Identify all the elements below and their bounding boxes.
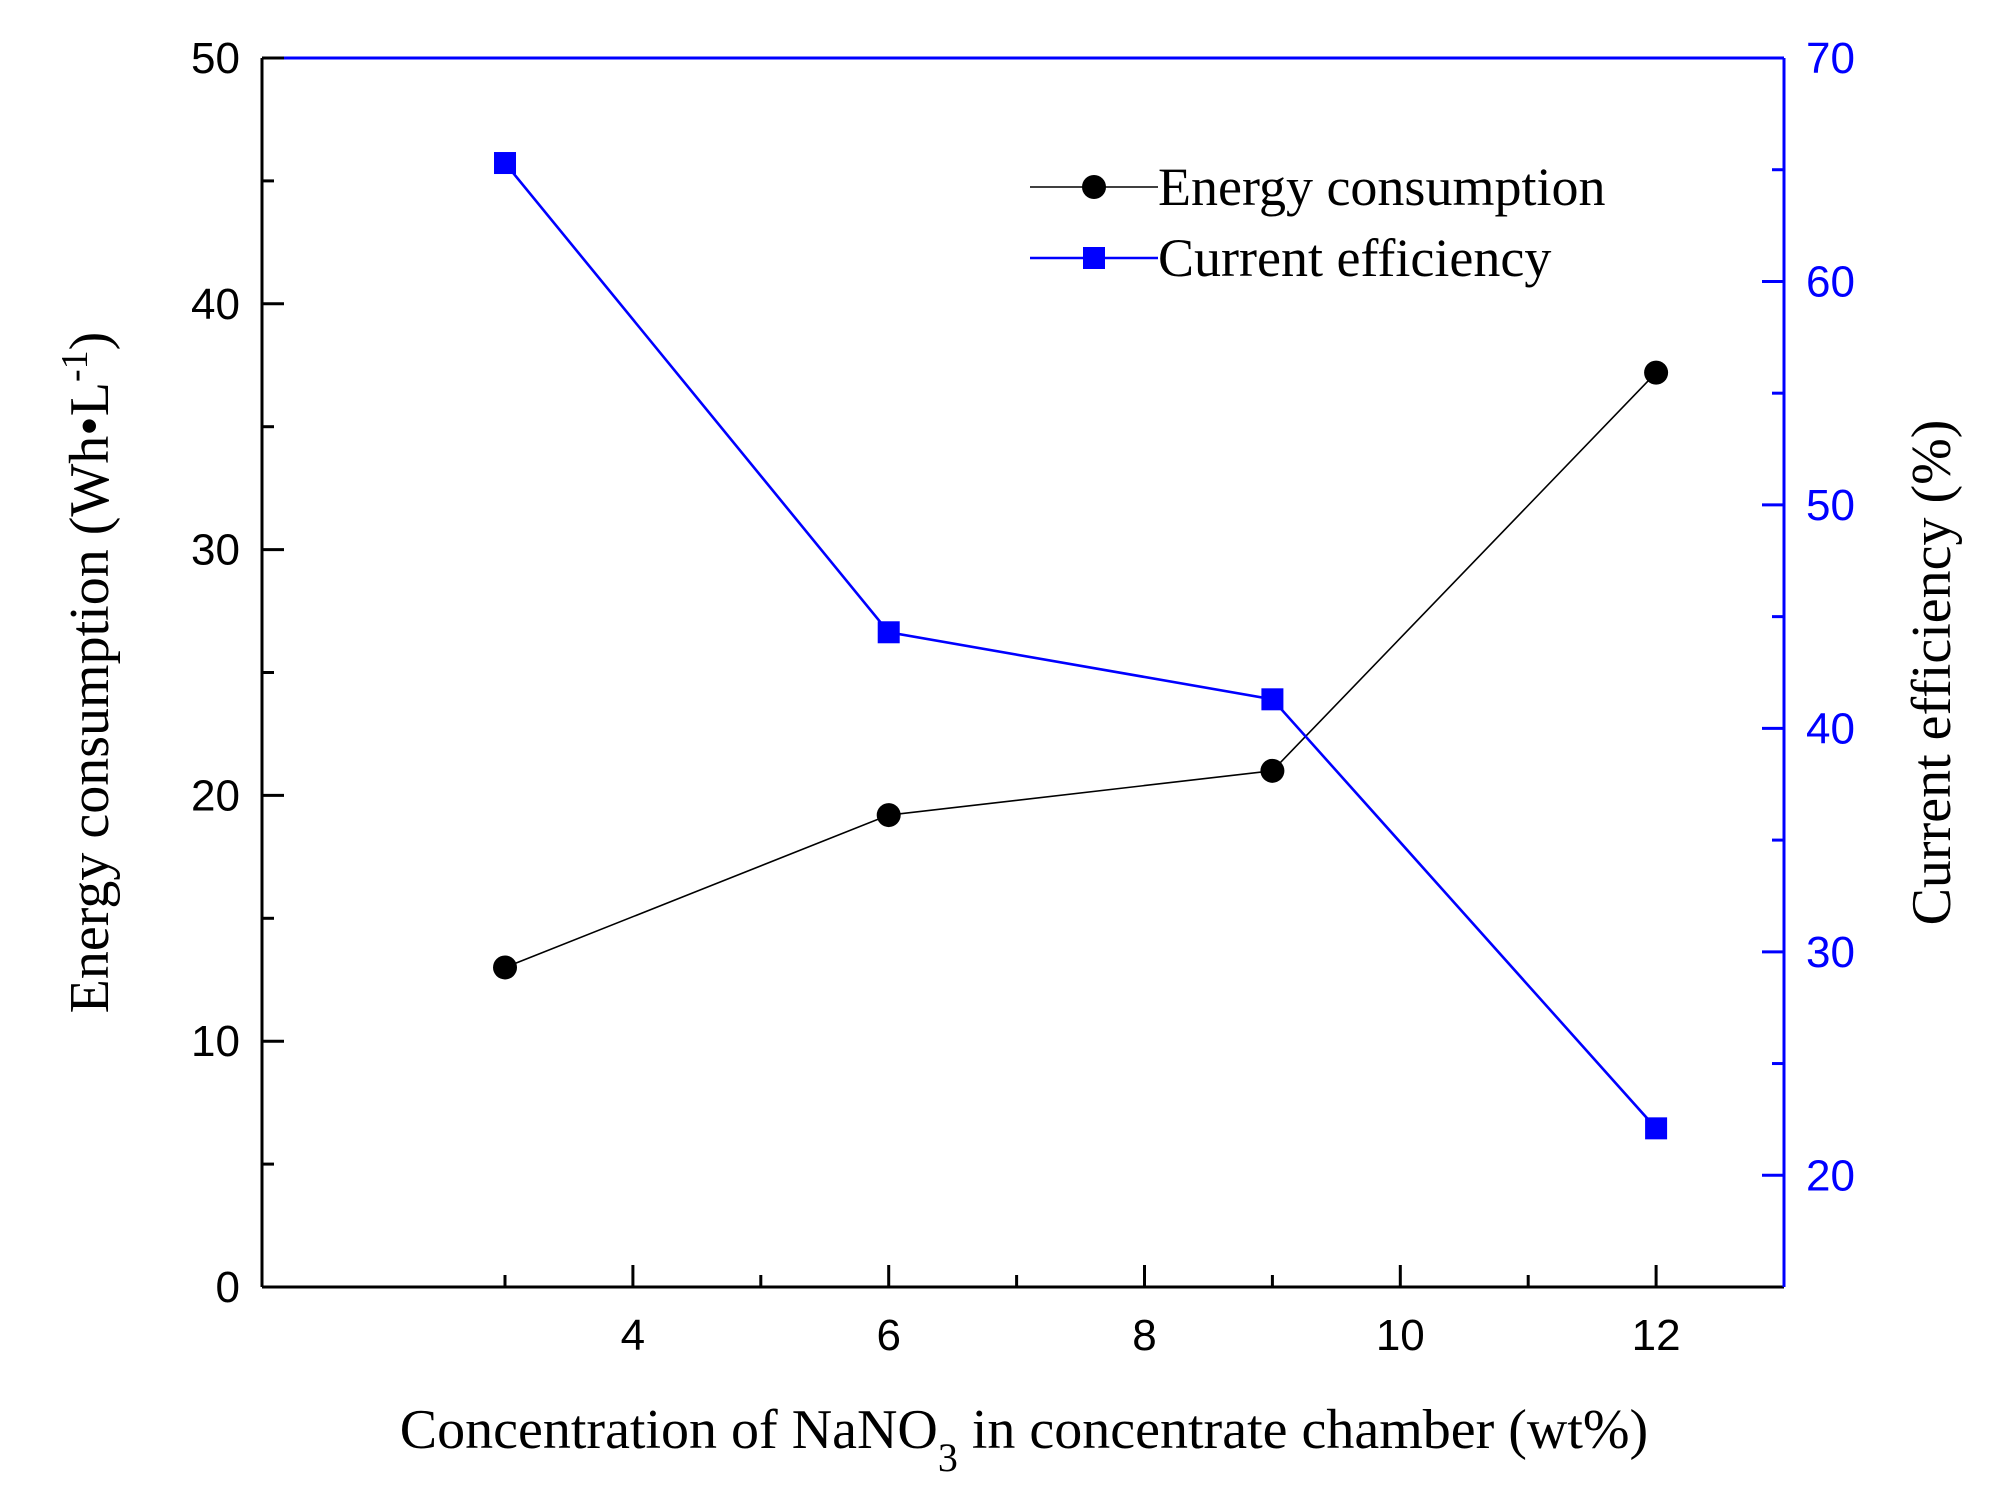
- data-point-square: [494, 152, 517, 175]
- data-point-square: [1261, 688, 1284, 711]
- y-right-axis-title: Current efficiency (%): [1901, 420, 1963, 926]
- series-layer: [493, 152, 1669, 1140]
- data-point-circle: [493, 955, 518, 980]
- axes-layer: 4 6 8 10 12 0 10 20 30 40 50 20 30 40 50 60 70: [191, 34, 1855, 1360]
- y-left-axis-title-dot: •: [59, 416, 121, 436]
- x-tick-label: 12: [1632, 1311, 1681, 1360]
- y-right-tick-label: 30: [1806, 928, 1855, 977]
- x-axis-title-suffix: in concentrate chamber (wt%): [958, 1399, 1648, 1461]
- axis-titles: Concentration of NaNO3 in concentrate ch…: [54, 332, 1963, 1480]
- legend-marker-square: [1083, 247, 1105, 269]
- legend-label: Energy consumption: [1158, 157, 1605, 217]
- x-tick-label: 8: [1132, 1311, 1156, 1360]
- data-point-square: [877, 621, 900, 644]
- y-left-tick-label: 40: [191, 280, 240, 329]
- data-point-circle: [1644, 360, 1669, 385]
- y-left-tick-label: 50: [191, 34, 240, 83]
- y-right-tick-label: 60: [1806, 257, 1855, 306]
- legend-item: Current efficiency: [1030, 228, 1551, 288]
- y-left-tick-label: 10: [191, 1017, 240, 1066]
- legend-marker-circle: [1082, 175, 1106, 199]
- legend: Energy consumption Current efficiency: [1030, 157, 1605, 288]
- legend-label: Current efficiency: [1158, 228, 1551, 288]
- x-axis-title: Concentration of NaNO3 in concentrate ch…: [400, 1399, 1648, 1480]
- y-left-tick-label: 0: [216, 1263, 240, 1312]
- y-right-tick-label: 40: [1806, 704, 1855, 753]
- y-left-axis-title-close: ): [59, 332, 121, 351]
- series-current-efficiency: [494, 152, 1668, 1140]
- y-left-axis-title-sup: -1: [54, 350, 96, 382]
- series-line: [504, 372, 1657, 969]
- x-tick-label: 4: [621, 1311, 645, 1360]
- y-left-axis-title-unit: L: [59, 382, 121, 416]
- y-left-axis-title: Energy consumption (Wh•L-1): [54, 332, 121, 1014]
- y-right-tick-label: 50: [1806, 481, 1855, 530]
- y-right-tick-label: 20: [1806, 1151, 1855, 1200]
- data-point-circle: [876, 803, 901, 828]
- y-left-tick-label: 20: [191, 771, 240, 820]
- x-tick-label: 6: [876, 1311, 900, 1360]
- legend-item: Energy consumption: [1030, 157, 1605, 217]
- series-line: [504, 162, 1658, 1130]
- series-energy-consumption: [493, 360, 1669, 980]
- y-left-tick-label: 30: [191, 526, 240, 575]
- x-axis-title-prefix: Concentration of NaNO: [400, 1399, 938, 1461]
- data-point-circle: [1260, 758, 1285, 783]
- data-point-square: [1645, 1117, 1668, 1140]
- x-tick-label: 10: [1376, 1311, 1425, 1360]
- y-left-axis-title-main: Energy consumption (Wh: [59, 436, 121, 1014]
- x-axis-title-subscript: 3: [938, 1435, 958, 1480]
- y-right-tick-label: 70: [1806, 34, 1855, 83]
